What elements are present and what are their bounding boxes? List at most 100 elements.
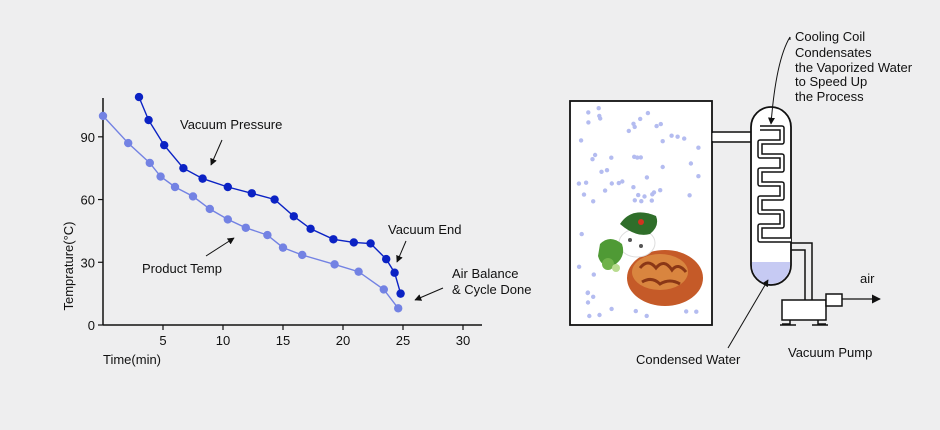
vapor-dot xyxy=(658,188,663,193)
annotation-cycle-done: & Cycle Done xyxy=(452,282,531,297)
y-tick-label: 60 xyxy=(81,193,95,208)
coil-note-arrow xyxy=(768,36,791,125)
vacuum-pump xyxy=(780,293,843,326)
data-point-vacuum-pressure xyxy=(223,182,232,192)
vapor-dot xyxy=(591,199,596,204)
vapor-dot xyxy=(639,199,644,204)
data-point-vacuum-pressure xyxy=(144,115,153,125)
vapor-dot xyxy=(696,174,701,179)
data-point-product-temp xyxy=(354,267,363,276)
vapor-dot xyxy=(604,168,610,173)
vacuum-pump-label: Vacuum Pump xyxy=(788,345,872,360)
data-point-vacuum-pressure xyxy=(247,189,256,198)
data-point-vacuum-pressure xyxy=(289,212,298,221)
vapor-dot xyxy=(696,145,701,150)
vapor-pipe xyxy=(712,131,756,143)
data-point-product-temp xyxy=(241,223,250,232)
vapor-dot xyxy=(602,188,608,193)
vapor-dot xyxy=(620,179,625,184)
annotation-vacuum-pressure-arrow xyxy=(210,139,223,166)
vapor-dot xyxy=(631,121,636,127)
temperature-chart: 0 30 60 90 5 10 15 20 25 30 Temprature(°C) Time(… xyxy=(61,92,531,367)
coil-note-line: the Vaporized Water xyxy=(795,60,913,75)
coil-note-line: Cooling Coil xyxy=(795,29,865,44)
series-line-vacuum-pressure xyxy=(138,96,402,294)
vapor-dot xyxy=(644,175,650,180)
annotation-vacuum-pressure: Vacuum Pressure xyxy=(180,117,282,132)
data-point-product-temp xyxy=(205,204,214,214)
vapor-dot xyxy=(644,313,649,319)
vapor-dot xyxy=(631,185,636,190)
vapor-dot xyxy=(645,110,651,116)
x-ticks: 5 10 15 20 25 30 xyxy=(159,325,470,348)
annotation-vacuum-end: Vacuum End xyxy=(388,222,461,237)
vapor-dot xyxy=(609,306,614,312)
vapor-dot xyxy=(688,161,694,166)
vapor-dot xyxy=(581,192,587,197)
annotation-air-balance-arrow xyxy=(414,287,444,301)
pump-pipe xyxy=(791,242,813,306)
vapor-dot xyxy=(591,294,596,299)
x-tick-label: 25 xyxy=(396,333,410,348)
data-point-product-temp xyxy=(263,230,272,240)
y-axis-label: Temprature(°C) xyxy=(61,222,76,311)
data-point-vacuum-pressure xyxy=(270,195,279,204)
vapor-dot xyxy=(583,180,589,185)
vapor-dot xyxy=(660,139,665,144)
vapor-dot xyxy=(638,155,643,160)
vapor-dot xyxy=(669,133,674,138)
annotation-vacuum-end-arrow xyxy=(396,240,407,263)
vapor-dot xyxy=(591,272,596,277)
data-point-vacuum-pressure xyxy=(134,92,144,102)
food-plate xyxy=(598,212,703,306)
vapor-dot xyxy=(586,120,591,125)
data-point-product-temp xyxy=(124,138,133,148)
vapor-dot xyxy=(636,192,641,198)
vapor-dot xyxy=(687,193,692,198)
data-point-product-temp xyxy=(278,243,288,252)
data-point-product-temp xyxy=(298,250,307,260)
condensed-water-label: Condensed Water xyxy=(636,352,741,367)
condensed-water-pool xyxy=(752,262,790,284)
vapor-dot xyxy=(597,312,602,318)
vapor-dot xyxy=(654,123,659,129)
data-point-product-temp xyxy=(98,111,108,121)
coil-note-line: the Process xyxy=(795,89,864,104)
vapor-dot xyxy=(658,121,663,127)
data-point-product-temp xyxy=(188,192,198,201)
vapor-dot xyxy=(609,155,614,160)
vapor-dot xyxy=(651,190,657,195)
data-point-vacuum-pressure xyxy=(396,289,405,298)
data-point-product-temp xyxy=(330,260,339,269)
data-point-vacuum-pressure xyxy=(366,239,375,248)
data-point-vacuum-pressure xyxy=(382,254,391,264)
vapor-dot xyxy=(638,116,643,122)
vapor-dot xyxy=(578,138,584,143)
data-point-vacuum-pressure xyxy=(329,235,338,244)
vacuum-cooling-diagram: air Cooling Coil Condensates the Vaporiz… xyxy=(569,29,913,367)
y-ticks: 0 30 60 90 xyxy=(81,130,103,333)
vapor-dot xyxy=(597,113,602,119)
air-label: air xyxy=(860,271,875,286)
vapor-dot xyxy=(585,300,591,305)
vapor-dot xyxy=(587,313,592,319)
vapor-dot xyxy=(642,194,647,199)
data-point-vacuum-pressure xyxy=(198,174,207,183)
data-point-vacuum-pressure xyxy=(179,163,188,173)
x-tick-label: 10 xyxy=(216,333,230,348)
vapor-dot xyxy=(660,164,665,170)
vapor-dot xyxy=(585,290,590,296)
data-point-product-temp xyxy=(223,215,232,224)
vapor-dot xyxy=(635,155,640,160)
data-point-vacuum-pressure xyxy=(306,224,315,234)
vapor-dot xyxy=(599,169,604,174)
x-tick-label: 20 xyxy=(336,333,350,348)
vapor-dot xyxy=(684,309,689,314)
series-line-product-temp xyxy=(102,115,399,309)
vapor-dot xyxy=(682,136,687,141)
coil-note-line: to Speed Up xyxy=(795,74,867,89)
condensed-water-arrow xyxy=(727,279,769,349)
annotation-product-temp-arrow xyxy=(205,237,235,257)
data-point-vacuum-pressure xyxy=(160,140,169,150)
